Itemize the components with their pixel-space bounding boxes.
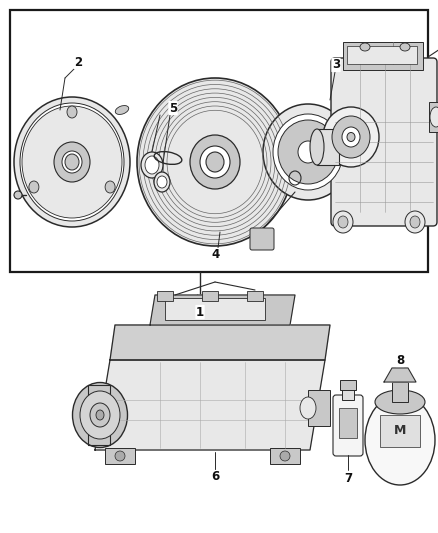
Bar (202, 291, 218, 301)
Ellipse shape (190, 135, 240, 189)
Ellipse shape (206, 152, 224, 172)
Ellipse shape (22, 106, 122, 218)
Bar (340, 380, 356, 390)
Ellipse shape (375, 390, 425, 414)
Ellipse shape (310, 129, 324, 165)
Ellipse shape (263, 104, 353, 200)
Bar (308, 390, 330, 426)
Ellipse shape (62, 151, 82, 173)
Polygon shape (95, 360, 325, 450)
Polygon shape (384, 368, 416, 382)
Ellipse shape (342, 127, 360, 147)
Ellipse shape (137, 78, 293, 246)
Ellipse shape (105, 181, 115, 193)
Polygon shape (110, 325, 330, 360)
Ellipse shape (410, 216, 420, 228)
Ellipse shape (80, 391, 120, 439)
Ellipse shape (400, 43, 410, 51)
Ellipse shape (298, 141, 318, 163)
Bar (342, 388, 354, 400)
Ellipse shape (29, 181, 39, 193)
Ellipse shape (96, 410, 104, 420)
FancyBboxPatch shape (333, 395, 363, 456)
Ellipse shape (65, 154, 79, 170)
Bar (343, 42, 423, 70)
Text: 5: 5 (169, 101, 177, 115)
Ellipse shape (14, 191, 22, 199)
Ellipse shape (115, 451, 125, 461)
Ellipse shape (323, 107, 379, 167)
Text: 4: 4 (212, 248, 220, 262)
Ellipse shape (145, 156, 159, 174)
Ellipse shape (115, 106, 129, 115)
FancyBboxPatch shape (331, 58, 437, 226)
Ellipse shape (365, 395, 435, 485)
Ellipse shape (360, 43, 370, 51)
Ellipse shape (154, 172, 170, 192)
Text: 1: 1 (196, 305, 204, 319)
Bar (270, 448, 300, 464)
Ellipse shape (300, 397, 316, 419)
Text: 3: 3 (332, 59, 340, 71)
Bar (380, 415, 420, 447)
Bar (157, 291, 173, 301)
Polygon shape (88, 385, 110, 445)
Ellipse shape (73, 383, 127, 448)
Ellipse shape (278, 120, 338, 184)
Ellipse shape (338, 216, 348, 228)
Text: 7: 7 (344, 472, 352, 484)
Bar (10, 10, 428, 272)
Text: 2: 2 (74, 55, 82, 69)
Ellipse shape (20, 103, 124, 221)
Ellipse shape (332, 116, 370, 158)
Text: 6: 6 (211, 471, 219, 483)
Ellipse shape (405, 211, 425, 233)
Ellipse shape (200, 146, 230, 178)
Ellipse shape (67, 106, 77, 118)
Ellipse shape (430, 107, 438, 127)
Ellipse shape (273, 114, 343, 190)
Ellipse shape (280, 451, 290, 461)
Bar (347, 46, 417, 64)
Ellipse shape (54, 142, 90, 182)
Bar (392, 382, 408, 402)
Bar (247, 291, 263, 301)
Ellipse shape (14, 97, 130, 227)
Text: 8: 8 (396, 353, 404, 367)
Bar (339, 408, 357, 438)
Polygon shape (150, 295, 295, 325)
Ellipse shape (347, 133, 355, 141)
Ellipse shape (157, 176, 167, 188)
FancyBboxPatch shape (250, 228, 274, 250)
Text: M: M (394, 424, 406, 438)
Ellipse shape (333, 211, 353, 233)
Bar (105, 448, 135, 464)
Bar (165, 298, 265, 320)
Ellipse shape (141, 152, 163, 178)
Ellipse shape (90, 403, 110, 427)
Bar (429, 102, 438, 132)
Bar (317, 129, 339, 165)
